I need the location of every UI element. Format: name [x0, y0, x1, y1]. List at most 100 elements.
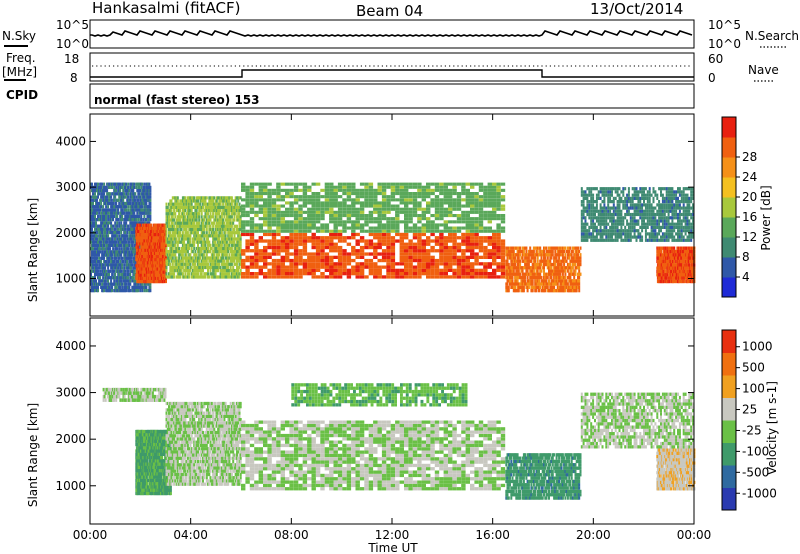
- heatmap-cell: [233, 215, 236, 219]
- nave-right-tick-bottom: 0: [708, 71, 716, 85]
- heatmap-cell: [461, 255, 466, 259]
- heatmap-cell: [100, 205, 103, 209]
- heatmap-cell: [195, 218, 198, 222]
- heatmap-cell: [195, 227, 198, 232]
- heatmap-cell: [324, 204, 330, 208]
- heatmap-cell: [97, 201, 99, 206]
- heatmap-cell: [478, 262, 484, 266]
- heatmap-cell: [205, 221, 208, 225]
- heatmap-cell: [202, 243, 204, 247]
- heatmap-cell: [195, 265, 198, 270]
- heatmap-cell: [200, 250, 203, 254]
- heatmap-cell: [500, 272, 506, 276]
- heatmap-cell: [195, 240, 198, 244]
- heatmap-cell: [412, 252, 418, 256]
- heatmap-cell: [106, 250, 109, 254]
- heatmap-cell: [364, 262, 369, 266]
- heatmap-cell: [430, 239, 435, 243]
- heatmap-cell: [223, 243, 226, 247]
- heatmap-cell: [368, 226, 374, 230]
- heatmap-cell: [346, 198, 352, 202]
- heatmap-cell: [298, 252, 303, 256]
- heatmap-cell: [359, 214, 365, 218]
- heatmap-cell: [337, 223, 343, 227]
- heatmap-cell: [200, 208, 203, 213]
- heatmap-cell: [285, 201, 290, 205]
- heatmap-cell: [119, 260, 122, 264]
- heatmap-cell: [205, 237, 208, 241]
- heatmap-cell: [117, 260, 120, 264]
- heatmap-cell: [333, 185, 338, 189]
- heatmap-cell: [109, 269, 112, 273]
- heatmap-cell: [381, 214, 387, 218]
- heatmap-cell: [200, 259, 203, 263]
- heatmap-cell: [212, 227, 215, 232]
- heatmap-cell: [280, 262, 285, 266]
- heatmap-cell: [390, 265, 396, 269]
- heatmap-cell: [307, 188, 312, 192]
- heatmap-cell: [267, 220, 272, 224]
- heatmap-cell: [91, 182, 93, 186]
- heatmap-cell: [478, 268, 484, 272]
- heatmap-cell: [169, 208, 172, 213]
- heatmap-cell: [94, 240, 96, 244]
- heatmap-cell: [230, 221, 233, 225]
- heatmap-cell: [142, 211, 145, 215]
- heatmap-cell: [200, 224, 203, 228]
- heatmap-cell: [166, 208, 169, 213]
- heatmap-cell: [302, 223, 308, 227]
- heatmap-cell: [232, 256, 235, 260]
- heatmap-cell: [337, 185, 343, 189]
- heatmap-cell: [448, 258, 453, 263]
- heatmap-cell: [166, 212, 169, 216]
- heatmap-cell: [118, 272, 121, 277]
- heatmap-cell: [165, 237, 168, 241]
- heatmap-cell: [176, 224, 179, 228]
- heatmap-cell: [496, 255, 501, 259]
- heatmap-cell: [381, 252, 387, 256]
- heatmap-cell: [386, 252, 391, 256]
- heatmap-cell: [213, 231, 216, 235]
- heatmap-cell: [203, 253, 206, 257]
- heatmap-cell: [97, 214, 99, 218]
- heatmap-cell: [227, 269, 230, 273]
- heatmap-cell: [236, 256, 238, 260]
- heatmap-cell: [408, 255, 413, 259]
- heatmap-cell: [461, 268, 466, 272]
- heatmap-cell: [140, 239, 143, 243]
- heatmap-cell: [329, 210, 334, 214]
- heatmap-cell: [280, 258, 285, 263]
- heatmap-cell: [381, 207, 387, 211]
- heatmap-cell: [189, 218, 192, 222]
- heatmap-cell: [280, 229, 285, 233]
- heatmap-cell: [238, 240, 241, 244]
- heatmap-cell: [127, 208, 130, 212]
- heatmap-cell: [245, 192, 250, 196]
- heatmap-cell: [368, 242, 374, 246]
- heatmap-cell: [149, 211, 152, 215]
- heatmap-cell: [368, 245, 374, 250]
- heatmap-cell: [465, 242, 470, 246]
- heatmap-cell: [91, 227, 93, 231]
- heatmap-cell: [219, 215, 222, 219]
- heatmap-cell: [443, 265, 448, 269]
- heatmap-cell: [213, 243, 216, 247]
- heatmap-cell: [171, 196, 174, 200]
- heatmap-cell: [320, 249, 325, 253]
- heatmap-cell: [456, 262, 462, 266]
- heatmap-cell: [368, 192, 374, 196]
- heatmap-cell: [213, 250, 216, 254]
- heatmap-cell: [218, 208, 221, 213]
- heatmap-cell: [254, 239, 259, 243]
- heatmap-cell: [285, 226, 290, 230]
- heatmap-cell: [219, 269, 222, 273]
- heatmap-cell: [302, 236, 308, 240]
- heatmap-cell: [200, 262, 203, 266]
- heatmap-cell: [141, 182, 144, 186]
- heatmap-cell: [233, 253, 236, 257]
- heatmap-cell: [333, 201, 338, 205]
- heatmap-cell: [298, 220, 303, 224]
- heatmap-cell: [337, 275, 343, 279]
- heatmap-cell: [276, 207, 281, 211]
- heatmap-cell: [229, 240, 232, 244]
